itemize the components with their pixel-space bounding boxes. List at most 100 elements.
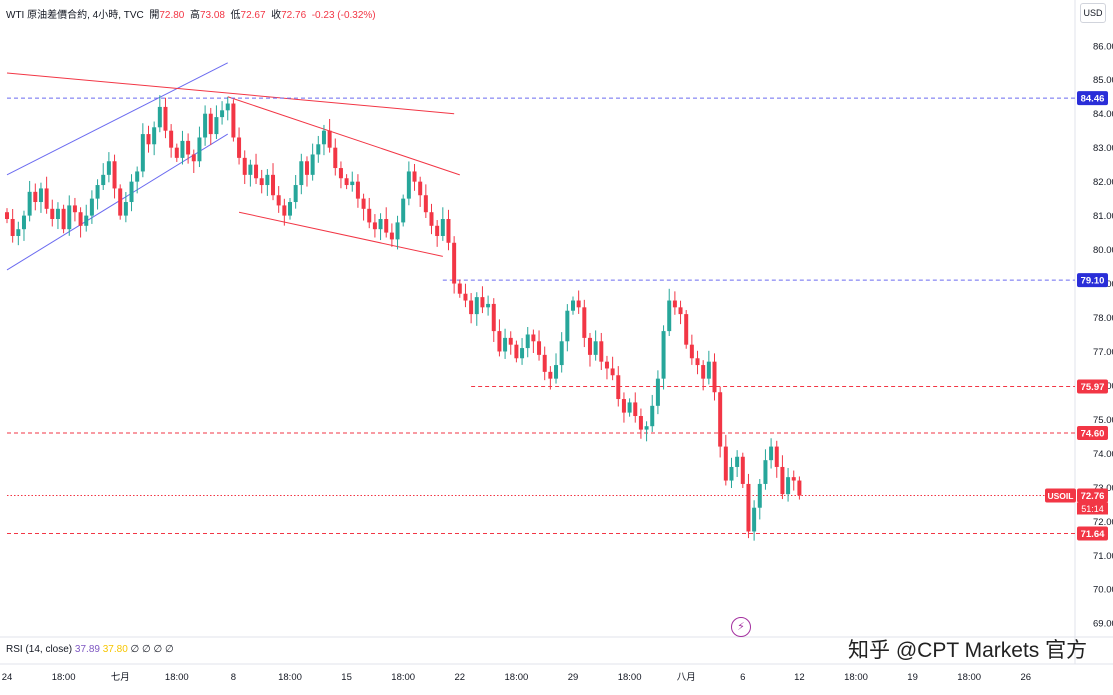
symbol-header: WTI 原油差價合約, 4小時, TVC 開72.80 高73.08 低72.6…: [6, 6, 376, 21]
candle-body: [299, 161, 304, 186]
candle-body: [610, 368, 615, 376]
price-level-badge: [1077, 526, 1108, 541]
candle-body: [169, 130, 174, 148]
candle-body: [537, 341, 542, 355]
currency-button[interactable]: USD: [1080, 3, 1106, 23]
countdown-label: 51:14: [1081, 504, 1104, 514]
candle-body: [576, 300, 581, 308]
rsi-value-1: 37.89: [74, 644, 100, 655]
y-tick-label: 72.00: [1093, 517, 1113, 528]
candle-body: [406, 171, 411, 199]
y-tick-label: 75.00: [1093, 415, 1113, 426]
price-level-badge: [1077, 273, 1108, 288]
candle-body: [621, 399, 626, 413]
price-level-label: 79.10: [1081, 276, 1105, 287]
candle-body: [372, 222, 377, 230]
close-value: 72.76: [281, 10, 307, 21]
candle-body: [508, 337, 513, 345]
candle-body: [50, 208, 55, 220]
candle-body: [763, 460, 768, 484]
open-value: 72.80: [159, 10, 185, 21]
candle-body: [718, 392, 723, 447]
candle-body: [435, 225, 440, 236]
candle-body: [254, 164, 259, 179]
price-level-label: 84.46: [1081, 94, 1105, 105]
candle-body: [452, 242, 457, 284]
candle-body: [282, 205, 287, 216]
candle-body: [491, 303, 496, 332]
trendline: [227, 96, 460, 176]
change-value: -0.23 (-0.32%): [311, 10, 376, 21]
candle-body: [752, 507, 757, 532]
candle-body: [599, 341, 604, 362]
candle-body: [293, 185, 298, 203]
symbol-tag-label: USOIL: [1048, 491, 1074, 501]
candle-body: [344, 178, 349, 186]
candle-body: [186, 140, 191, 155]
x-tick-label: 15: [341, 672, 352, 683]
candle-body: [497, 331, 502, 352]
candle-body: [672, 300, 677, 308]
symbol-info: WTI 原油差價合約, 4小時, TVC: [6, 10, 144, 21]
candle-body: [655, 378, 660, 406]
candle-body: [135, 171, 140, 182]
candle-body: [604, 361, 609, 369]
x-tick-label: 22: [455, 672, 466, 683]
candle-body: [327, 130, 332, 148]
candle-body: [712, 361, 717, 393]
price-level-badge: [1077, 379, 1108, 394]
candle-body: [514, 344, 519, 359]
y-tick-label: 80.00: [1093, 245, 1113, 256]
candle-body: [152, 127, 157, 145]
candle-body: [480, 297, 485, 308]
candle-body: [627, 402, 632, 413]
candle-body: [684, 314, 689, 345]
candle-body: [248, 164, 253, 175]
candle-body: [118, 188, 123, 216]
candle-body: [474, 297, 479, 315]
candle-body: [378, 219, 383, 230]
candle-body: [797, 480, 802, 496]
candle-body: [265, 174, 270, 186]
y-tick-label: 84.00: [1093, 109, 1113, 120]
x-tick-label: 18:00: [165, 672, 189, 683]
x-tick-label: 6: [740, 672, 745, 683]
price-level-label: 74.60: [1081, 428, 1105, 439]
candle-body: [355, 181, 360, 199]
x-tick-label: 八月: [677, 672, 696, 683]
candle-body: [559, 341, 564, 366]
candle-body: [61, 208, 66, 230]
rsi-legend[interactable]: RSI (14, close) 37.89 37.80 ∅ ∅ ∅ ∅: [6, 644, 174, 655]
candle-body: [429, 212, 434, 226]
y-tick-label: 78.00: [1093, 313, 1113, 324]
candle-body: [288, 202, 292, 216]
rsi-value-2: 37.80: [102, 644, 128, 655]
y-tick-label: 77.00: [1093, 347, 1113, 358]
candle-body: [423, 195, 428, 213]
candle-body: [316, 144, 321, 155]
candle-body: [616, 375, 621, 400]
x-tick-label: 19: [907, 672, 918, 683]
candle-body: [469, 300, 474, 315]
y-tick-label: 81.00: [1093, 211, 1113, 222]
lightning-icon[interactable]: ⚡: [731, 617, 751, 637]
candle-body: [112, 161, 117, 189]
candle-body: [780, 466, 785, 495]
candle-body: [446, 219, 451, 243]
x-tick-label: 29: [568, 672, 579, 683]
candle-body: [259, 178, 264, 186]
candle-body: [367, 208, 372, 223]
candle-body: [27, 191, 32, 216]
candle-body: [361, 198, 366, 209]
candle-body: [520, 348, 525, 359]
candle-body: [67, 205, 72, 230]
close-label: 收: [271, 10, 282, 21]
price-level-badge: [1077, 425, 1108, 440]
candle-body: [791, 477, 796, 481]
candle-body: [180, 140, 185, 158]
x-tick-label: 18:00: [844, 672, 868, 683]
candle-body: [757, 483, 762, 508]
candle-body: [123, 202, 128, 216]
